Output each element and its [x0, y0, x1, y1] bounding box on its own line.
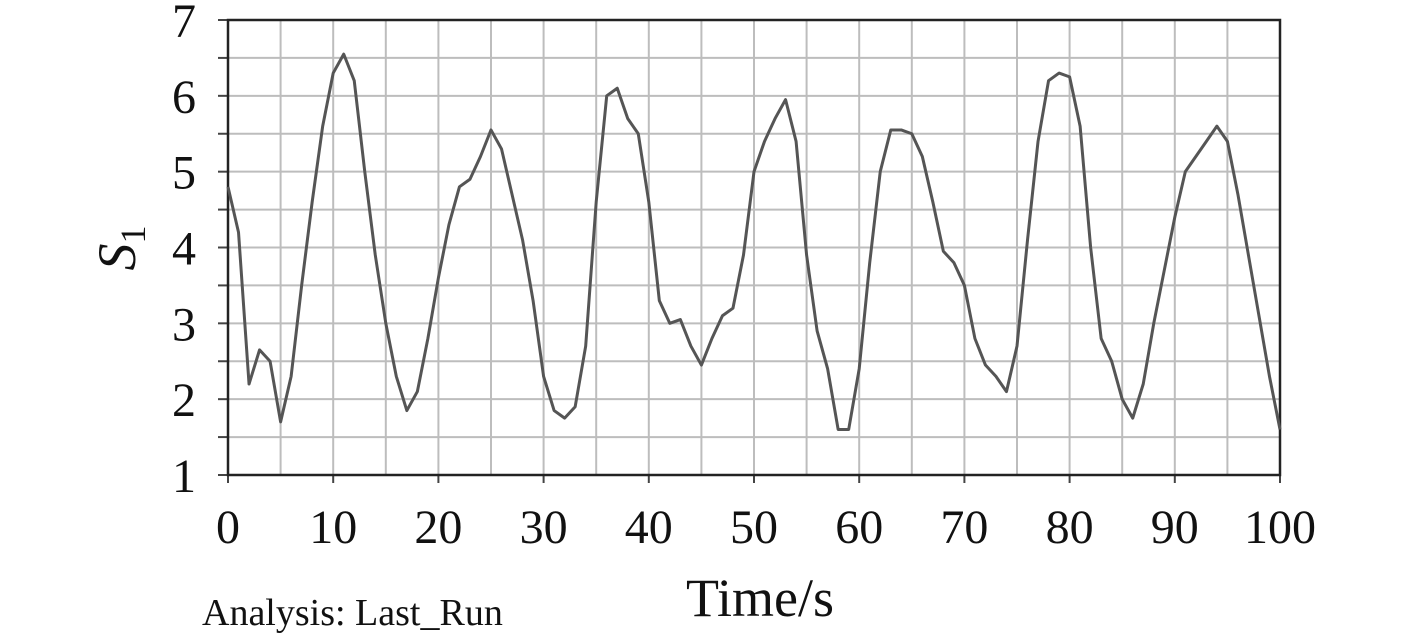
y-tick-label: 5: [172, 147, 196, 200]
y-axis-label: S1: [87, 226, 153, 271]
x-tick-label: 90: [1151, 501, 1199, 554]
y-tick-label: 1: [172, 450, 196, 503]
x-tick-label: 0: [216, 501, 240, 554]
x-tick-label: 70: [940, 501, 988, 554]
y-tick-label: 6: [172, 71, 196, 124]
x-tick-label: 10: [309, 501, 357, 554]
y-tick-label: 7: [172, 0, 196, 48]
x-tick-label: 80: [1046, 501, 1094, 554]
y-tick-label: 3: [172, 298, 196, 351]
x-tick-label: 50: [730, 501, 778, 554]
x-tick-label: 60: [835, 501, 883, 554]
plot-frame: [226, 18, 1282, 477]
x-axis-label: Time/s: [686, 568, 834, 628]
x-tick-label: 20: [414, 501, 462, 554]
x-tick-label: 100: [1244, 501, 1316, 554]
x-tick-label: 30: [520, 501, 568, 554]
x-tick-label: 40: [625, 501, 673, 554]
y-tick-label: 2: [172, 374, 196, 427]
data-line: [226, 52, 1282, 431]
y-label-main: S: [87, 244, 147, 271]
y-tick-label: 4: [172, 223, 196, 276]
y-label-sub: 1: [113, 226, 153, 244]
annotation: Analysis: Last_Run: [202, 592, 503, 634]
